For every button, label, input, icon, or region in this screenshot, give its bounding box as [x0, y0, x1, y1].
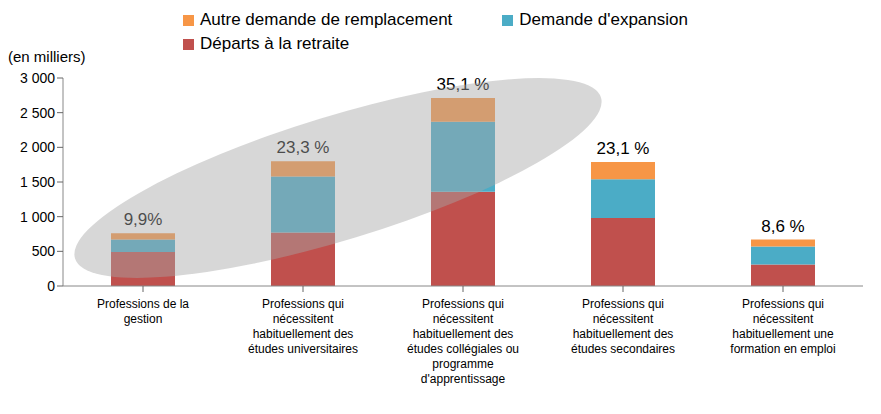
svg-text:1 000: 1 000 — [20, 209, 55, 225]
svg-text:0: 0 — [47, 278, 55, 294]
svg-text:Professions de lagestion: Professions de lagestion — [97, 297, 189, 326]
svg-text:8,6 %: 8,6 % — [761, 217, 804, 236]
html-text:Départs à la retraite: Départs à la retraite — [200, 34, 350, 53]
svg-text:9,9%: 9,9% — [124, 210, 163, 229]
svg-text:Professions quinécessitenthabi: Professions quinécessitenthabituellement… — [571, 297, 675, 356]
svg-text:Professions quinécessitenthabi: Professions quinécessitenthabituellement… — [730, 297, 835, 356]
svg-text:23,1 %: 23,1 % — [597, 139, 650, 158]
svg-text:500: 500 — [32, 243, 56, 259]
html-text:Autre demande de remplacement: Autre demande de remplacement — [200, 10, 453, 29]
svg-text:23,3 %: 23,3 % — [277, 138, 330, 157]
svg-text:35,1 %: 35,1 % — [437, 75, 490, 94]
svg-text:3 000: 3 000 — [20, 70, 55, 86]
svg-text:Professions quinécessitenthabi: Professions quinécessitenthabituellement… — [248, 297, 358, 356]
html-text:Demande d'expansion: Demande d'expansion — [519, 10, 688, 29]
svg-text:1 500: 1 500 — [20, 174, 55, 190]
html-text:(en milliers): (en milliers) — [8, 48, 86, 65]
svg-text:Professions quinécessitenthabi: Professions quinécessitenthabituellement… — [407, 297, 519, 386]
svg-text:2 500: 2 500 — [20, 105, 55, 121]
svg-text:2 000: 2 000 — [20, 139, 55, 155]
